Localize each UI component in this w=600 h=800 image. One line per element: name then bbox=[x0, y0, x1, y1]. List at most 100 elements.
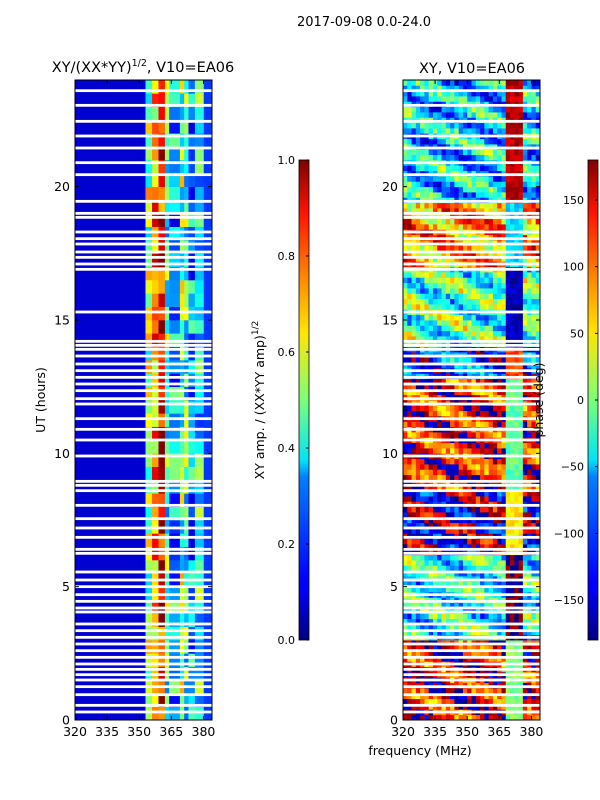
phase-cell bbox=[462, 496, 468, 502]
phase-cell bbox=[458, 304, 464, 310]
phase-cell bbox=[441, 80, 447, 86]
phase-flagged-row bbox=[403, 230, 540, 234]
phase-cell bbox=[411, 480, 417, 486]
phase-cell bbox=[428, 517, 434, 524]
amplitude-cell bbox=[158, 240, 166, 254]
phase-cell bbox=[480, 128, 485, 134]
phase-cell bbox=[492, 122, 498, 129]
phase-cell bbox=[471, 165, 477, 172]
phase-cell bbox=[471, 613, 477, 620]
phase-cell bbox=[488, 282, 494, 289]
phase-cell bbox=[420, 554, 425, 561]
phase-cell bbox=[527, 389, 532, 396]
phase-cell bbox=[454, 650, 460, 657]
phase-cell bbox=[471, 528, 477, 534]
phase-cell bbox=[501, 618, 507, 625]
phase-cell bbox=[518, 458, 524, 465]
phase-cell bbox=[437, 282, 442, 289]
phase-cell bbox=[488, 202, 494, 209]
phase-cell bbox=[492, 224, 498, 230]
phase-cell bbox=[403, 624, 408, 630]
phase-cell bbox=[492, 320, 498, 326]
phase-cell bbox=[441, 698, 447, 705]
phase-cell bbox=[514, 581, 519, 588]
amplitude-flagged-row bbox=[75, 211, 212, 215]
phase-cell bbox=[527, 282, 532, 289]
phase-cell bbox=[510, 208, 515, 214]
phase-cell bbox=[471, 581, 477, 588]
phase-cell bbox=[462, 458, 468, 465]
phase-cell bbox=[445, 581, 451, 588]
phase-cell bbox=[424, 106, 430, 113]
amplitude-cell bbox=[179, 613, 185, 627]
phase-cell bbox=[531, 496, 537, 502]
phase-cell bbox=[492, 496, 498, 502]
phase-cell bbox=[527, 138, 532, 145]
phase-cell bbox=[501, 304, 507, 310]
amplitude-flagged-row bbox=[75, 710, 212, 714]
phase-cell bbox=[492, 474, 498, 481]
phase-cell bbox=[407, 629, 412, 636]
phase-cell bbox=[488, 384, 494, 390]
phase-cell bbox=[484, 384, 490, 390]
amplitude-cell bbox=[188, 706, 196, 721]
phase-cell bbox=[480, 192, 485, 198]
phase-cell bbox=[531, 218, 537, 225]
phase-cell bbox=[428, 458, 434, 465]
phase-cell bbox=[471, 693, 477, 700]
phase-cell bbox=[437, 85, 442, 92]
phase-cell bbox=[484, 106, 490, 113]
phase-cell bbox=[505, 688, 511, 694]
phase-cell bbox=[492, 544, 498, 550]
phase-cell bbox=[441, 389, 447, 396]
amplitude-cell bbox=[152, 226, 159, 241]
phase-cell bbox=[527, 218, 532, 225]
phase-cell bbox=[467, 624, 472, 630]
phase-cell bbox=[462, 176, 468, 182]
phase-cell bbox=[420, 325, 425, 332]
phase-cell bbox=[501, 330, 507, 337]
phase-cell bbox=[480, 570, 485, 577]
amplitude-cell bbox=[184, 213, 189, 227]
amplitude-cell bbox=[188, 200, 196, 214]
amplitude-cell bbox=[179, 466, 185, 481]
phase-cell bbox=[454, 202, 460, 209]
phase-cell bbox=[535, 645, 541, 652]
phase-cell bbox=[454, 165, 460, 172]
phase-flagged-row bbox=[403, 417, 540, 421]
phase-cell bbox=[462, 512, 468, 518]
amplitude-cell bbox=[179, 146, 185, 161]
phase-cell bbox=[480, 410, 485, 417]
phase-cell bbox=[488, 490, 494, 497]
phase-cell bbox=[432, 256, 438, 262]
phase-cell bbox=[510, 272, 515, 278]
amplitude-cell bbox=[188, 400, 196, 414]
phase-cell bbox=[462, 245, 468, 252]
phase-cell bbox=[535, 405, 541, 412]
amplitude-cell bbox=[158, 480, 166, 494]
phase-cell bbox=[424, 629, 430, 636]
phase-cell bbox=[411, 570, 417, 577]
phase-cell bbox=[522, 128, 528, 134]
phase-cell bbox=[432, 389, 438, 396]
phase-cell bbox=[475, 154, 481, 161]
phase-cell bbox=[488, 469, 494, 476]
phase-cell bbox=[505, 277, 511, 284]
phase-cell bbox=[535, 181, 541, 188]
phase-cell bbox=[437, 106, 442, 113]
amplitude-cell bbox=[145, 106, 153, 121]
phase-cell bbox=[475, 90, 481, 97]
phase-cell bbox=[467, 688, 472, 694]
phase-cell bbox=[428, 85, 434, 92]
phase-cell bbox=[475, 528, 481, 534]
phase-cell bbox=[450, 613, 455, 620]
phase-cell bbox=[484, 538, 490, 545]
phase-cell bbox=[467, 538, 472, 545]
phase-cell bbox=[475, 96, 481, 102]
phase-cell bbox=[403, 250, 408, 257]
phase-cell bbox=[501, 698, 507, 705]
phase-cell bbox=[403, 165, 408, 172]
phase-cell bbox=[407, 544, 412, 550]
phase-cell bbox=[467, 293, 472, 300]
phase-cell bbox=[484, 208, 490, 214]
